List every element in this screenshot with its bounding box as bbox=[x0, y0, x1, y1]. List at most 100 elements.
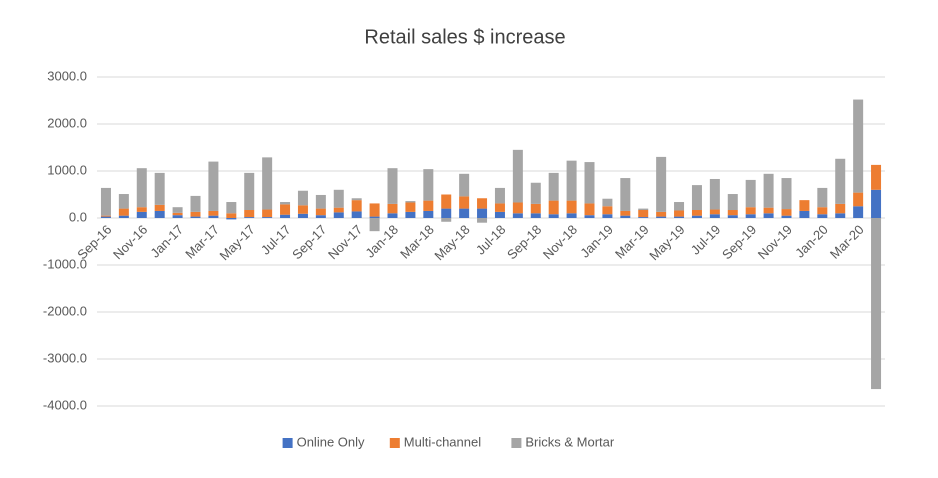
bar-segment bbox=[280, 204, 291, 215]
bar-segment bbox=[459, 208, 470, 218]
bar-segment bbox=[154, 210, 165, 218]
bar-segment bbox=[369, 203, 380, 217]
bar-segment bbox=[620, 215, 631, 218]
bar-segment bbox=[727, 194, 738, 211]
bar-segment bbox=[208, 215, 219, 218]
x-tick-label: May-17 bbox=[217, 222, 258, 263]
bar-segment bbox=[620, 210, 631, 216]
bar-segment bbox=[172, 207, 183, 213]
bar-segment bbox=[835, 213, 846, 218]
bar-segment bbox=[817, 187, 828, 208]
bar-segment bbox=[136, 211, 147, 218]
bar-segment bbox=[548, 172, 559, 201]
bar-segment bbox=[530, 203, 541, 214]
bar-segment bbox=[584, 203, 595, 216]
bar-segment bbox=[745, 214, 756, 218]
bar-segment bbox=[315, 208, 326, 216]
bar-segment bbox=[691, 185, 702, 211]
bar-segment bbox=[691, 210, 702, 216]
y-tick-label: 0.0 bbox=[69, 209, 87, 224]
bar-segment bbox=[763, 173, 774, 208]
bar-segment bbox=[817, 214, 828, 218]
bar-segment bbox=[333, 212, 344, 218]
bar-segment bbox=[387, 203, 398, 214]
bar-segment bbox=[423, 200, 434, 211]
bar-segment bbox=[871, 164, 882, 190]
bar-segment bbox=[333, 189, 344, 208]
bar-segment bbox=[835, 158, 846, 204]
bar-segment bbox=[763, 207, 774, 214]
bar-segment bbox=[405, 211, 416, 218]
bar-segment bbox=[674, 210, 685, 217]
bar-segment bbox=[656, 156, 667, 212]
bar-segment bbox=[387, 168, 398, 204]
bar-segment bbox=[530, 213, 541, 218]
bar-segment bbox=[745, 207, 756, 215]
x-tick-label: Jan-20 bbox=[792, 222, 831, 261]
bar-segment bbox=[656, 211, 667, 217]
x-tick-label: Jan-19 bbox=[577, 222, 616, 261]
y-tick-label: -1000.0 bbox=[43, 256, 87, 271]
bar-segment bbox=[494, 187, 505, 204]
bar-segment bbox=[351, 200, 362, 212]
y-tick-label: -3000.0 bbox=[43, 350, 87, 365]
legend-label: Multi-channel bbox=[404, 434, 481, 449]
bar-segment bbox=[208, 161, 219, 211]
bar-segment bbox=[548, 214, 559, 218]
bar-segment bbox=[494, 203, 505, 212]
bar-segment bbox=[262, 209, 273, 218]
bar-segment bbox=[638, 210, 649, 218]
bar-segment bbox=[602, 198, 613, 207]
x-tick-label: Jul-17 bbox=[258, 222, 294, 258]
bar-segment bbox=[835, 203, 846, 214]
bar-segment bbox=[351, 198, 362, 201]
bar-segment bbox=[512, 149, 523, 203]
bar-segment bbox=[817, 207, 828, 215]
bar-segment bbox=[477, 208, 488, 218]
bar-segment bbox=[136, 207, 147, 212]
bar-segment bbox=[280, 214, 291, 218]
bar-segment bbox=[638, 217, 649, 218]
bar-segment bbox=[781, 215, 792, 218]
bar-segment bbox=[100, 215, 111, 217]
bar-segment bbox=[100, 216, 111, 218]
bar-segment bbox=[853, 192, 864, 207]
bar-segment bbox=[853, 206, 864, 218]
bar-segment bbox=[781, 209, 792, 216]
legend-label: Bricks & Mortar bbox=[525, 434, 615, 449]
x-tick-label: Mar-18 bbox=[397, 222, 437, 262]
bar-segment bbox=[190, 211, 201, 217]
bar-segment bbox=[709, 214, 720, 218]
chart-title: Retail sales $ increase bbox=[364, 26, 565, 48]
bar-segment bbox=[315, 215, 326, 218]
bar-segment bbox=[405, 201, 416, 203]
x-tick-label: Mar-19 bbox=[612, 222, 652, 262]
bar-segment bbox=[244, 210, 255, 218]
bar-segment bbox=[351, 211, 362, 218]
bar-segment bbox=[423, 169, 434, 201]
y-tick-label: -2000.0 bbox=[43, 303, 87, 318]
bar-segment bbox=[566, 160, 577, 201]
bar-segment bbox=[441, 218, 452, 222]
bar-segment bbox=[602, 214, 613, 218]
y-tick-label: -4000.0 bbox=[43, 397, 87, 412]
bar-segment bbox=[190, 195, 201, 212]
bar-segment bbox=[584, 162, 595, 204]
x-tick-label: Nov-19 bbox=[755, 222, 795, 262]
bar-segment bbox=[154, 172, 165, 205]
bar-segment bbox=[566, 200, 577, 214]
y-tick-label: 1000.0 bbox=[47, 162, 87, 177]
bar-segment bbox=[512, 213, 523, 218]
bar-segment bbox=[154, 204, 165, 211]
bar-segment bbox=[297, 190, 308, 206]
x-tick-label: Mar-20 bbox=[827, 222, 867, 262]
x-tick-label: Jul-19 bbox=[688, 222, 724, 258]
bar-segment bbox=[190, 216, 201, 218]
bar-segment bbox=[226, 218, 237, 220]
bar-segment bbox=[369, 218, 380, 232]
bar-segment bbox=[244, 172, 255, 211]
legend-swatch bbox=[389, 438, 400, 448]
bar-segment bbox=[226, 213, 237, 218]
bar-segment bbox=[315, 194, 326, 209]
